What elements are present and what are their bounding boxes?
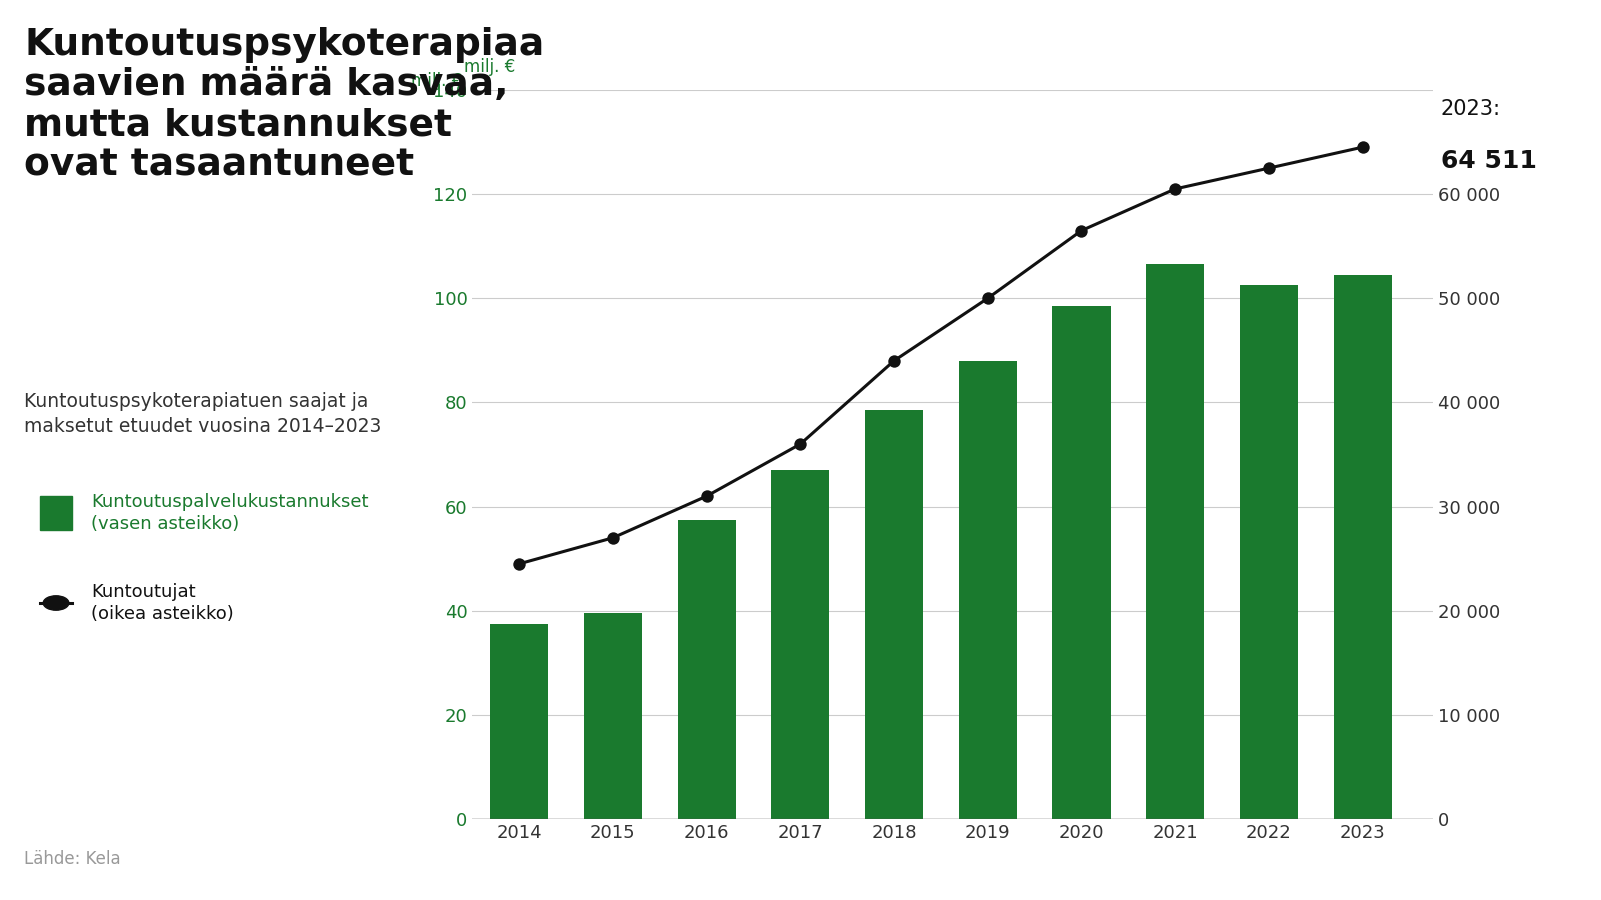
Bar bbox=[1334, 274, 1391, 819]
Bar bbox=[677, 519, 735, 819]
Bar bbox=[772, 470, 829, 819]
Bar bbox=[490, 624, 548, 819]
Bar bbox=[584, 613, 642, 819]
Point bbox=[600, 531, 626, 545]
Point bbox=[1068, 223, 1093, 238]
Text: 64 511: 64 511 bbox=[1441, 148, 1537, 173]
Text: Lähde: Kela: Lähde: Kela bbox=[24, 850, 120, 868]
Text: 2023:: 2023: bbox=[1441, 99, 1500, 119]
Point bbox=[506, 556, 532, 572]
Point bbox=[975, 291, 1001, 305]
Text: Kuntoutuspsykoterapiaa
saavien määrä kasvaa,
mutta kustannukset
ovat tasaantunee: Kuntoutuspsykoterapiaa saavien määrä kas… bbox=[24, 27, 544, 184]
Bar bbox=[865, 410, 924, 819]
Text: milj. €: milj. € bbox=[464, 58, 516, 76]
Point bbox=[788, 436, 813, 451]
Point bbox=[693, 489, 719, 503]
Bar bbox=[1146, 265, 1204, 819]
Text: Kuntoutuspsykoterapiatuen saajat ja
maksetut etuudet vuosina 2014–2023: Kuntoutuspsykoterapiatuen saajat ja maks… bbox=[24, 392, 381, 436]
Text: milj. €: milj. € bbox=[411, 72, 463, 90]
Point bbox=[1350, 140, 1375, 155]
Bar bbox=[1239, 285, 1298, 819]
Text: Kuntoutujat
(oikea asteikko): Kuntoutujat (oikea asteikko) bbox=[91, 582, 234, 624]
Bar bbox=[1052, 306, 1111, 819]
Text: Kuntoutuspalvelukustannukset
(vasen asteikko): Kuntoutuspalvelukustannukset (vasen aste… bbox=[91, 492, 368, 534]
Point bbox=[1257, 161, 1282, 176]
Bar bbox=[959, 361, 1017, 819]
Point bbox=[881, 354, 906, 368]
Point bbox=[1162, 182, 1188, 196]
